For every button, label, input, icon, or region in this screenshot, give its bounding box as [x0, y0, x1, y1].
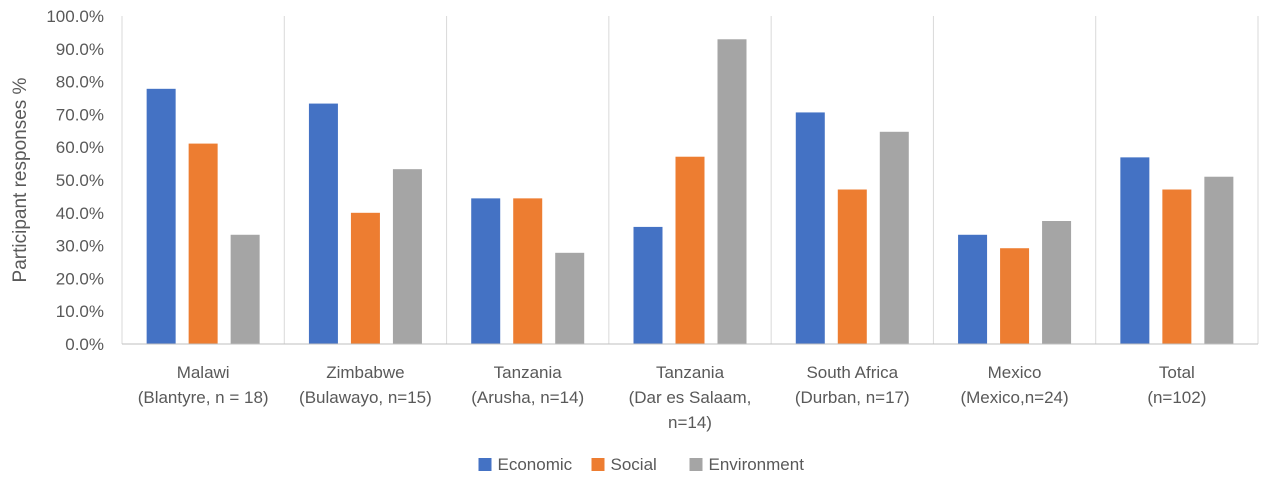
category-label: (Arusha, n=14) — [471, 388, 584, 407]
legend-swatch-economic — [478, 458, 492, 471]
y-tick-label: 60.0% — [56, 138, 104, 157]
bar-economic-1 — [308, 103, 338, 345]
category-label: (Mexico,n=24) — [960, 388, 1068, 407]
x-axis-categories: Malawi (Blantyre, n = 18) Zimbabwe (Bulaway… — [138, 363, 1207, 432]
y-tick-label: 10.0% — [56, 302, 104, 321]
category-label: Zimbabwe — [326, 363, 404, 382]
bar-economic-0 — [146, 88, 176, 344]
y-tick-label: 90.0% — [56, 40, 104, 59]
bar-social-0 — [188, 143, 218, 344]
category-label: (Blantyre, n = 18) — [138, 388, 269, 407]
category-label: (Bulawayo, n=15) — [299, 388, 432, 407]
category-label: Tanzania — [656, 363, 725, 382]
bar-social-1 — [350, 212, 380, 344]
bar-environment-3 — [717, 39, 747, 345]
legend-swatch-social — [591, 458, 605, 471]
category-label: Mexico — [988, 363, 1042, 382]
legend-swatch-environment — [689, 458, 703, 471]
bar-environment-4 — [879, 131, 909, 344]
y-tick-label: 0.0% — [65, 335, 104, 354]
y-tick-label: 40.0% — [56, 204, 104, 223]
bar-environment-1 — [392, 169, 422, 344]
y-tick-label: 80.0% — [56, 73, 104, 92]
bar-economic-5 — [958, 234, 988, 344]
category-label: (n=102) — [1147, 388, 1206, 407]
bar-social-2 — [513, 198, 543, 344]
category-label: (Durban, n=17) — [795, 388, 910, 407]
bar-environment-2 — [555, 252, 585, 344]
bar-social-6 — [1162, 189, 1192, 344]
y-axis-label: Participant responses % — [10, 77, 31, 282]
bar-social-5 — [1000, 248, 1030, 344]
bar-environment-0 — [230, 234, 260, 344]
bar-environment-5 — [1042, 221, 1072, 344]
legend-label-social: Social — [611, 455, 657, 474]
category-label: South Africa — [806, 363, 898, 382]
legend: Economic Social Environment — [478, 455, 805, 474]
y-tick-label: 20.0% — [56, 269, 104, 288]
bar-economic-6 — [1120, 157, 1150, 344]
category-label: Tanzania — [494, 363, 563, 382]
y-axis-ticks: 0.0% 10.0% 20.0% 30.0% 40.0% 50.0% 60.0% 70.0% 8… — [46, 7, 104, 354]
legend-label-economic: Economic — [498, 455, 573, 474]
category-separators — [121, 16, 1259, 344]
category-label: (Dar es Salaam, — [629, 388, 752, 407]
legend-label-environment: Environment — [709, 455, 805, 474]
bars — [146, 39, 1234, 345]
y-tick-label: 100.0% — [46, 7, 104, 26]
bar-social-3 — [675, 156, 705, 344]
bar-economic-4 — [795, 112, 825, 344]
y-tick-label: 30.0% — [56, 237, 104, 256]
category-label: Total — [1159, 363, 1195, 382]
bar-environment-6 — [1204, 176, 1234, 344]
category-label: Malawi — [177, 363, 230, 382]
category-label: n=14) — [668, 413, 712, 432]
y-tick-label: 70.0% — [56, 105, 104, 124]
bar-social-4 — [837, 189, 867, 344]
y-tick-label: 50.0% — [56, 171, 104, 190]
bar-economic-3 — [633, 226, 663, 344]
bar-economic-2 — [471, 198, 501, 344]
